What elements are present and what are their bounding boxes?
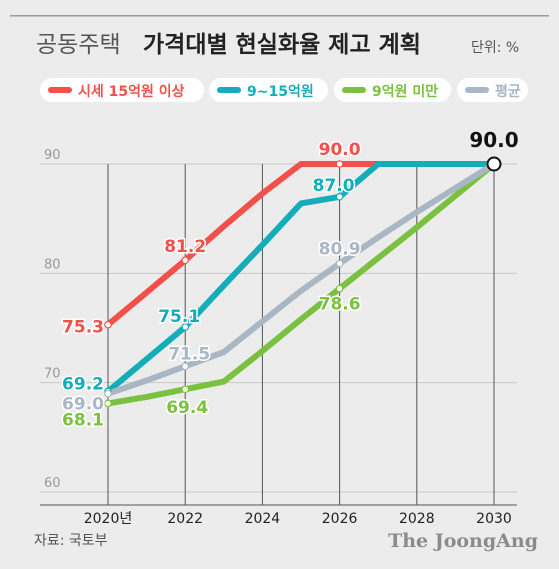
legend-swatch (342, 87, 366, 93)
y-tick-label: 60 (44, 476, 61, 491)
legend-swatch (48, 87, 72, 93)
data-label: 69.2 (62, 374, 104, 394)
data-labels: 75.3 81.2 90.0 69.2 75.1 87.0 68.1 69.4 78.6 69.0… (61, 128, 519, 432)
legend-label: 9억원 미만 (372, 84, 439, 100)
legend-item: 9억원 미만 (334, 78, 451, 102)
y-tick-label: 90 (44, 148, 61, 163)
data-point (104, 399, 112, 408)
data-points (104, 156, 502, 408)
unit-label: 단위: % (471, 40, 519, 56)
final-point (486, 156, 502, 172)
brand-logo: The JoongAng (388, 530, 538, 552)
data-point (181, 323, 190, 331)
x-tick-label: 2024 (245, 511, 281, 527)
data-point (335, 160, 344, 168)
source-label: 자료: 국토부 (34, 533, 108, 549)
series-line (105, 161, 497, 397)
x-tick-label: 2026 (322, 511, 358, 527)
data-label: 68.1 (62, 410, 104, 430)
legend-label: 평균 (495, 84, 521, 100)
data-label: 90.0 (319, 140, 361, 160)
data-point (104, 320, 112, 329)
legend-label: 9~15억원 (247, 84, 314, 100)
data-label: 80.9 (319, 239, 361, 259)
grid (40, 163, 517, 505)
axes: 60 70 80 90 2020년 2022 2024 2026 2028 2030 (40, 148, 517, 527)
legend-item: 9~15억원 (209, 78, 328, 102)
legend-label: 시세 15억원 이상 (78, 84, 185, 100)
y-tick-label: 70 (44, 367, 61, 382)
data-point (335, 259, 344, 268)
series-lines (105, 161, 497, 407)
data-point (104, 389, 112, 398)
data-point (335, 193, 344, 201)
legend-item: 시세 15억원 이상 (40, 78, 204, 102)
y-tick-label: 80 (44, 257, 61, 272)
data-label: 87.0 (313, 176, 355, 196)
x-tick-label: 2020년 (84, 511, 133, 527)
legend-swatch (217, 87, 241, 93)
legend-item: 평균 (457, 78, 528, 102)
x-tick-label: 2028 (399, 511, 435, 527)
data-label: 81.2 (164, 237, 206, 257)
data-point (181, 362, 190, 371)
final-value-label: 90.0 (469, 128, 518, 152)
data-point (335, 284, 344, 293)
title-bold: 가격대별 현실화율 제고 계획 (143, 32, 421, 58)
title-light: 공동주택 (36, 32, 121, 58)
top-rule (10, 15, 549, 17)
series-line (105, 161, 497, 395)
series-line (105, 161, 497, 407)
data-point (181, 256, 190, 265)
data-label: 69.0 (62, 395, 104, 415)
data-label: 75.3 (62, 318, 104, 338)
data-label: 78.6 (319, 295, 361, 315)
data-label: 75.1 (158, 307, 200, 327)
data-point (181, 385, 190, 394)
data-label: 71.5 (168, 344, 210, 364)
x-tick-label: 2030 (476, 511, 512, 527)
legend-swatch (465, 87, 489, 93)
x-tick-label: 2022 (167, 511, 203, 527)
data-label: 69.4 (166, 398, 208, 418)
